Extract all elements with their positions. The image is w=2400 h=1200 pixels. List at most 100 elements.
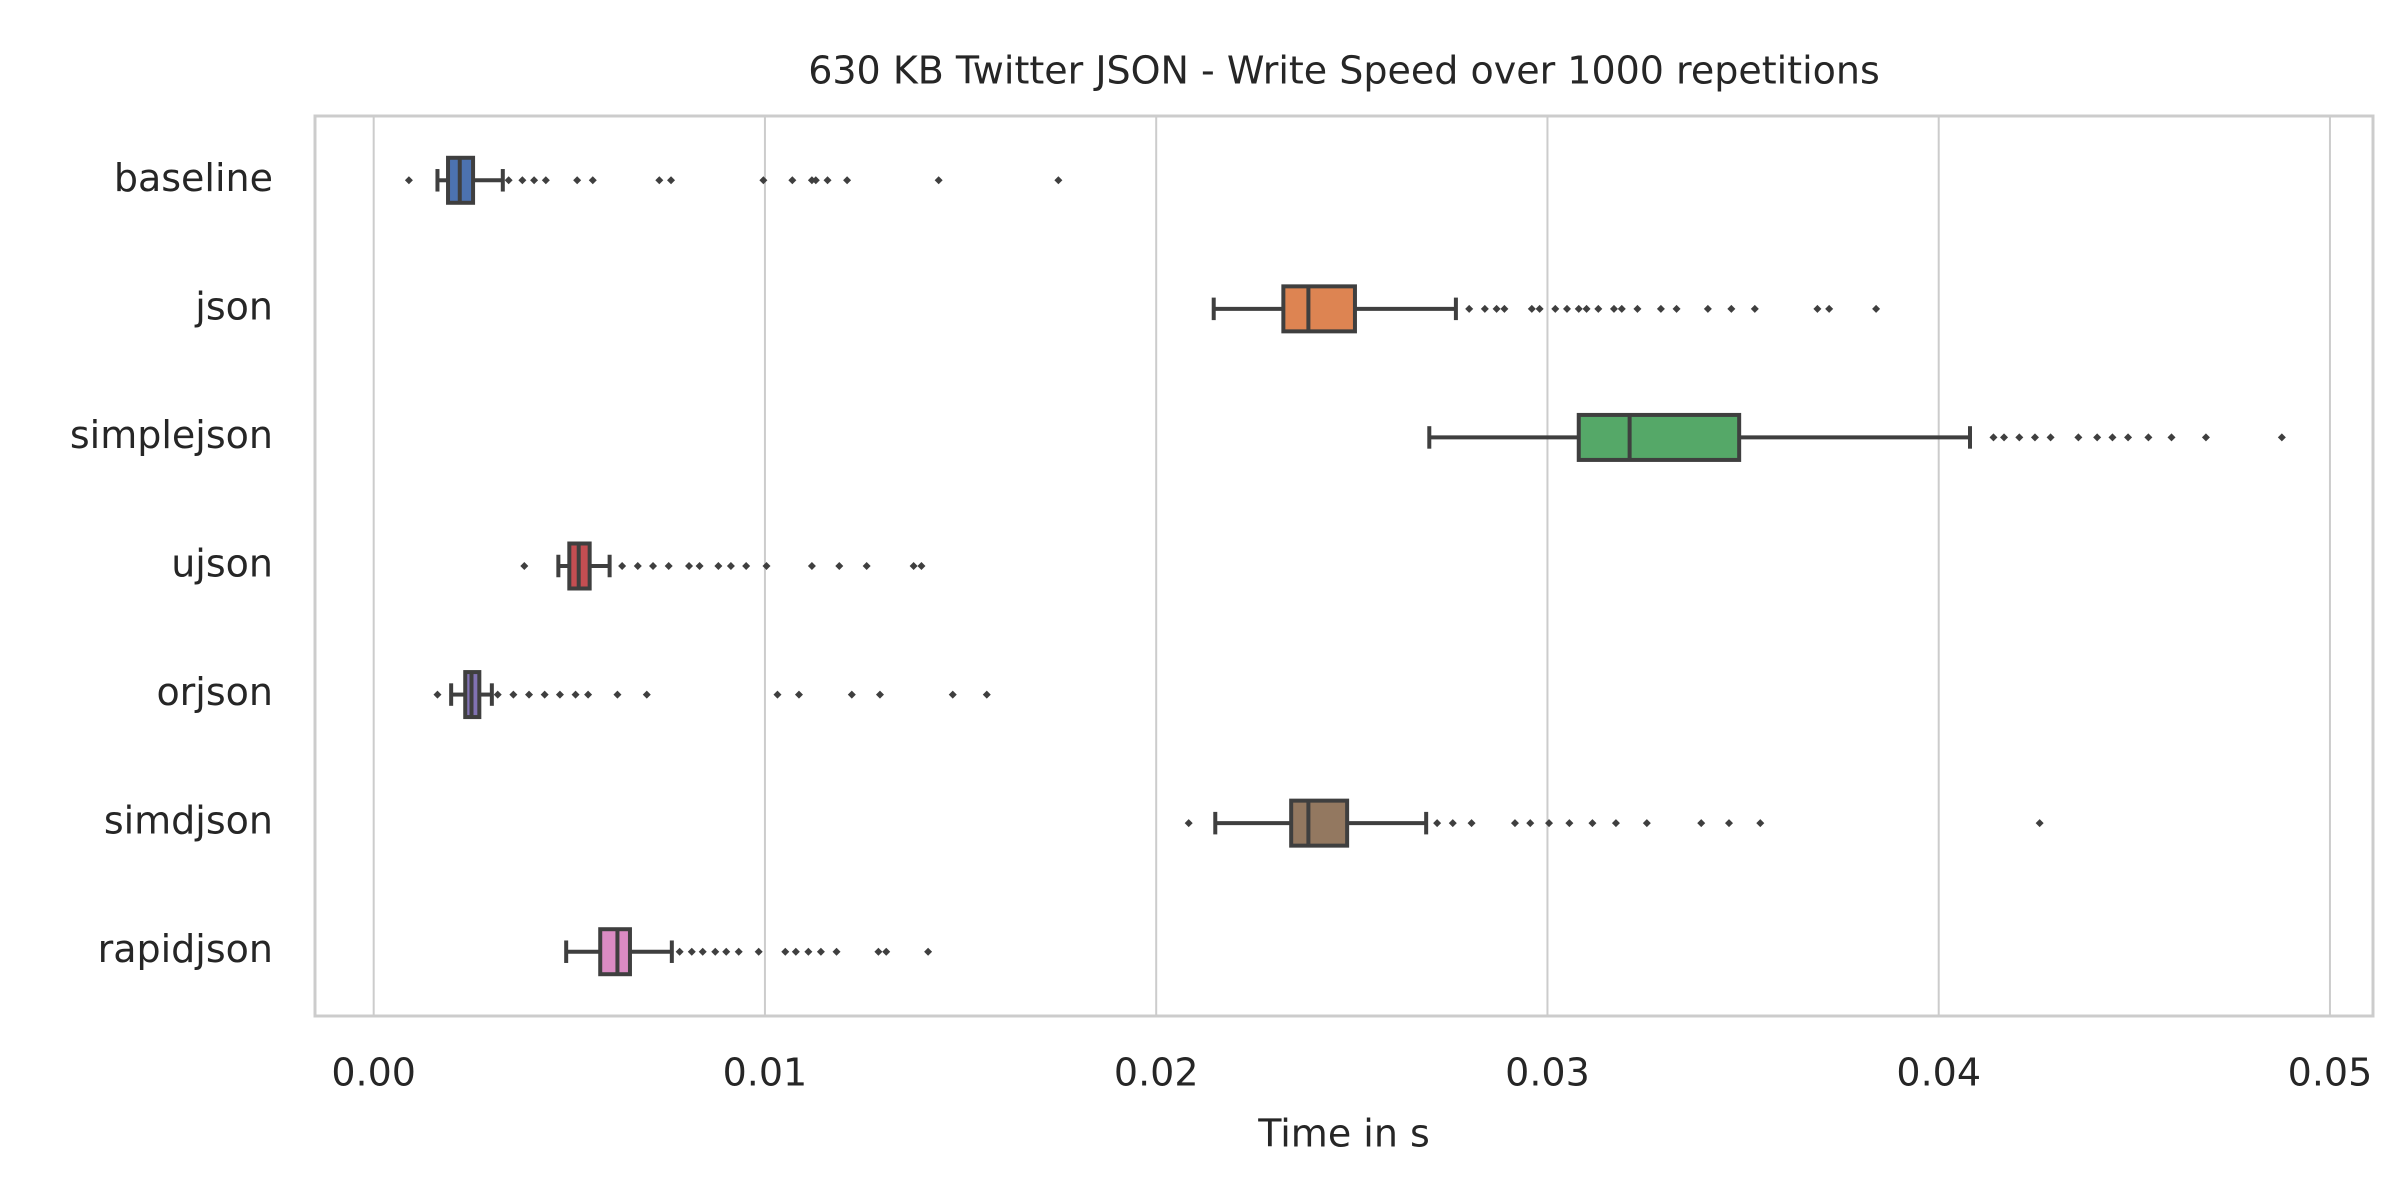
outlier: [1656, 304, 1665, 313]
outlier: [1813, 304, 1822, 313]
outlier: [734, 947, 743, 956]
outlier: [1545, 819, 1554, 828]
outlier: [2277, 433, 2286, 442]
outlier: [1480, 304, 1489, 313]
outlier: [874, 947, 883, 956]
outlier: [1727, 304, 1736, 313]
chart-title: 630 KB Twitter JSON - Write Speed over 1…: [808, 49, 1880, 93]
outlier: [1617, 304, 1626, 313]
outlier: [2167, 433, 2176, 442]
outlier: [2108, 433, 2117, 442]
outlier: [642, 690, 651, 699]
outlier: [649, 562, 658, 570]
outlier: [807, 562, 816, 570]
x-axis-label: Time in s: [1257, 1112, 1430, 1156]
x-tick-label: 0.03: [1505, 1051, 1590, 1095]
outlier: [791, 947, 800, 956]
outlier: [555, 690, 564, 699]
outlier: [493, 690, 502, 699]
plot-frame: [313, 114, 2375, 1018]
outlier: [823, 176, 832, 185]
outlier: [711, 947, 720, 956]
box: [1289, 798, 1350, 848]
outlier: [835, 562, 844, 570]
y-tick-label: simdjson: [104, 799, 273, 843]
outlier: [540, 690, 549, 699]
outlier: [794, 690, 803, 699]
outlier: [584, 690, 593, 699]
outlier: [862, 562, 871, 570]
outlier: [698, 947, 707, 956]
outlier: [2074, 433, 2083, 442]
outlier: [2144, 433, 2153, 442]
outlier: [882, 947, 891, 956]
outlier: [518, 176, 527, 185]
x-tick-label: 0.05: [2288, 1051, 2373, 1095]
outlier: [917, 562, 926, 570]
y-tick-label: baseline: [114, 156, 273, 200]
outlier: [1588, 819, 1597, 828]
outlier: [404, 176, 413, 185]
outlier: [1574, 304, 1583, 313]
outlier: [948, 690, 957, 699]
outlier: [2035, 819, 2044, 828]
outlier: [509, 690, 518, 699]
box: [1576, 412, 1742, 462]
outlier: [520, 562, 529, 570]
outlier: [1565, 819, 1574, 828]
outlier: [924, 947, 933, 956]
y-tick-label: simplejson: [70, 413, 273, 457]
outlier: [759, 176, 768, 185]
outlier: [504, 176, 513, 185]
outlier: [1697, 819, 1706, 828]
y-tick-label: rapidjson: [98, 927, 273, 971]
outlier: [816, 947, 825, 956]
outlier: [655, 176, 664, 185]
outlier: [1642, 819, 1651, 828]
outlier: [762, 562, 771, 570]
x-tick-label: 0.01: [723, 1051, 808, 1095]
outlier: [811, 176, 820, 185]
outlier: [530, 176, 539, 185]
x-tick-label: 0.00: [331, 1051, 416, 1095]
outlier: [1551, 304, 1560, 313]
outlier: [695, 562, 704, 570]
outlier: [773, 690, 782, 699]
outlier: [843, 176, 852, 185]
outlier: [1724, 819, 1733, 828]
outlier: [667, 176, 676, 185]
outlier: [847, 690, 856, 699]
box: [598, 927, 632, 977]
outlier: [588, 176, 597, 185]
outlier: [781, 947, 790, 956]
outlier: [1756, 819, 1765, 828]
outlier: [982, 690, 991, 699]
outlier: [2124, 433, 2133, 442]
outlier: [1825, 304, 1834, 313]
outlier: [1510, 819, 1519, 828]
outlier: [1989, 433, 1998, 442]
outlier: [1609, 304, 1618, 313]
outlier: [1611, 819, 1620, 828]
outlier: [875, 690, 884, 699]
outlier: [726, 562, 735, 570]
outlier: [742, 562, 751, 570]
outlier: [1448, 819, 1457, 828]
outlier: [2015, 433, 2024, 442]
outlier: [1535, 304, 1544, 313]
outlier: [2046, 433, 2055, 442]
outlier: [1633, 304, 1642, 313]
x-tick-label: 0.02: [1114, 1051, 1199, 1095]
outlier: [633, 562, 642, 570]
outlier: [685, 562, 694, 570]
outlier: [1054, 176, 1063, 185]
outlier: [1184, 819, 1193, 828]
outlier: [2030, 433, 2039, 442]
outlier: [1465, 304, 1474, 313]
outlier: [722, 947, 731, 956]
outlier: [1563, 304, 1572, 313]
outlier: [1872, 304, 1881, 313]
outlier: [573, 176, 582, 185]
outlier: [832, 947, 841, 956]
